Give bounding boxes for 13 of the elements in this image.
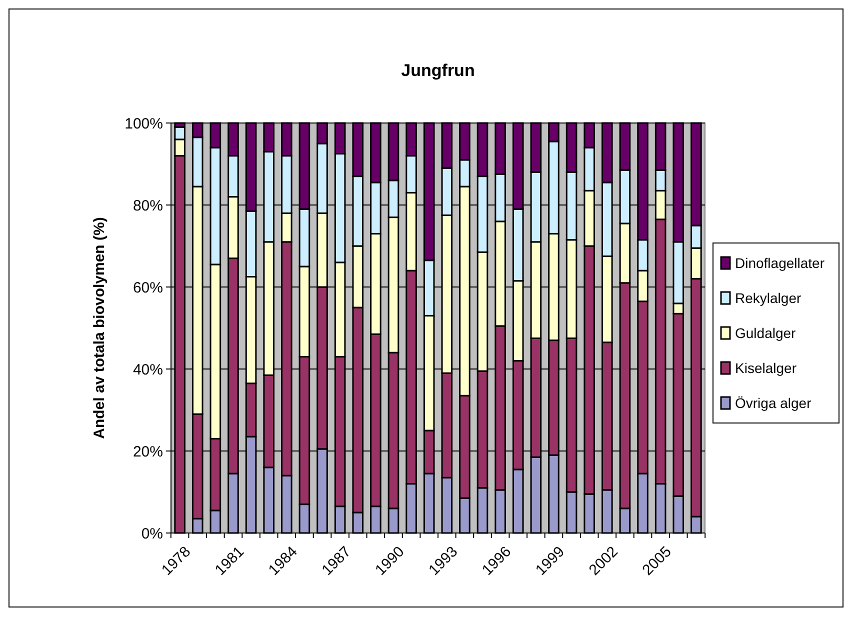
legend-label: Övriga alger	[735, 394, 812, 411]
y-tick-label: 0%	[141, 525, 163, 542]
y-tick-label: 80%	[132, 197, 163, 214]
y-tick-label: 100%	[124, 115, 163, 132]
legend-label: Dinoflagellater	[735, 254, 825, 271]
y-tick-label: 20%	[132, 443, 163, 460]
y-axis-title: Andel av totala biovolymen (%)	[91, 217, 108, 439]
y-tick-label: 60%	[132, 279, 163, 296]
legend-label: Rekylalger	[735, 290, 802, 306]
y-tick-label: 40%	[132, 361, 163, 378]
chart-title: Jungfrun	[401, 61, 475, 80]
legend-label: Kiselalger	[735, 360, 797, 376]
legend-label: Guldalger	[735, 324, 796, 341]
